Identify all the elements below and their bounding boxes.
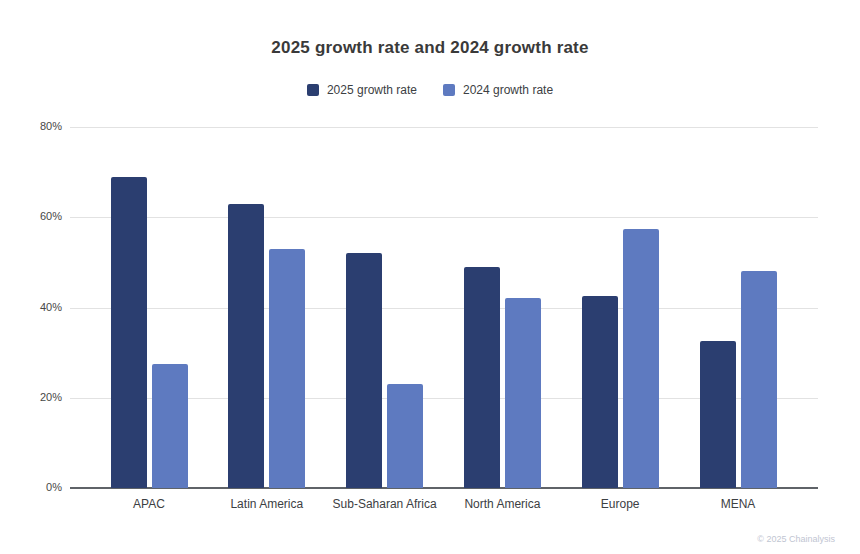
legend-label-2024: 2024 growth rate [463, 83, 553, 97]
legend-swatch-2024 [443, 84, 455, 96]
plot-area: APACLatin AmericaSub-Saharan AfricaNorth… [70, 127, 818, 488]
bar-2025-sub-saharan-africa [346, 253, 382, 488]
x-tick-label-latin-america: Latin America [230, 497, 303, 511]
bar-2024-north-america [505, 298, 541, 488]
y-tick-label-80: 80% [0, 120, 62, 132]
legend-label-2025: 2025 growth rate [327, 83, 417, 97]
bar-2025-apac [111, 177, 147, 488]
legend-item-2025: 2025 growth rate [307, 83, 417, 97]
watermark-credit: © 2025 Chainalysis [757, 534, 835, 544]
gridline-40 [70, 308, 818, 309]
bar-2025-latin-america [228, 204, 264, 488]
x-tick-label-europe: Europe [601, 497, 640, 511]
gridline-60 [70, 217, 818, 218]
bar-2025-mena [700, 341, 736, 488]
y-tick-label-20: 20% [0, 391, 62, 403]
bar-2024-mena [741, 271, 777, 488]
x-tick-label-north-america: North America [464, 497, 540, 511]
bar-2024-latin-america [269, 249, 305, 488]
x-tick-label-sub-saharan-africa: Sub-Saharan Africa [333, 497, 437, 511]
x-tick-label-apac: APAC [133, 497, 165, 511]
legend: 2025 growth rate 2024 growth rate [0, 83, 860, 97]
legend-swatch-2025 [307, 84, 319, 96]
bar-2024-europe [623, 229, 659, 488]
y-tick-label-60: 60% [0, 210, 62, 222]
bar-2024-apac [152, 364, 188, 488]
x-tick-label-mena: MENA [721, 497, 756, 511]
gridline-80 [70, 127, 818, 128]
legend-item-2024: 2024 growth rate [443, 83, 553, 97]
bar-2025-europe [582, 296, 618, 488]
bar-2024-sub-saharan-africa [387, 384, 423, 488]
y-tick-label-40: 40% [0, 301, 62, 313]
y-tick-label-0: 0% [0, 481, 62, 493]
chart-root: 2025 growth rate and 2024 growth rate 20… [0, 0, 860, 554]
bar-2025-north-america [464, 267, 500, 488]
chart-title: 2025 growth rate and 2024 growth rate [0, 38, 860, 58]
